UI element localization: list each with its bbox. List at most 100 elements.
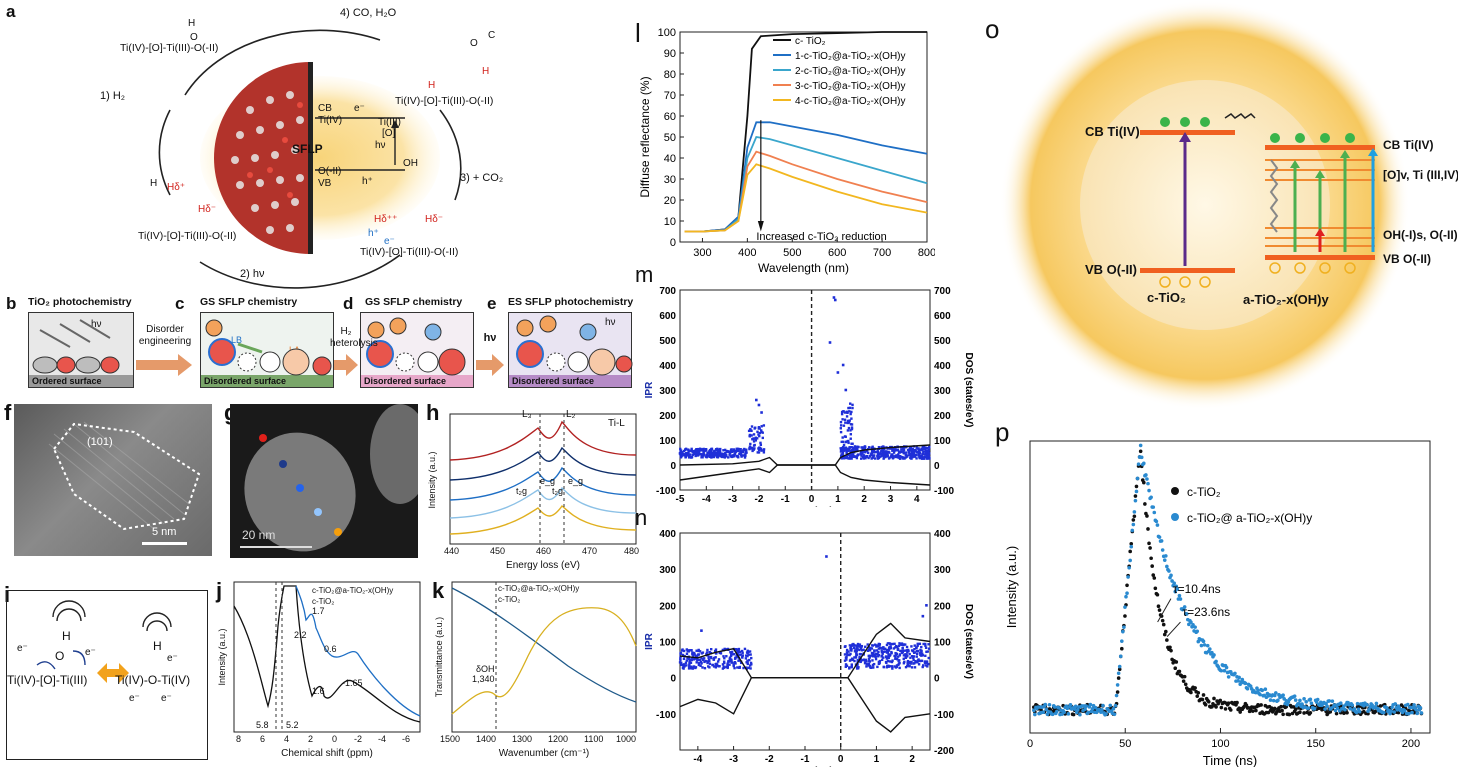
p-point-0 <box>1183 682 1188 687</box>
m-xtick-label-5: 0 <box>809 494 815 505</box>
bottom-species: Ti(IV)-[O]-Ti(III)-O(-II) <box>360 246 459 258</box>
n-ipr-point <box>889 646 893 650</box>
n-ipr-point <box>856 647 859 651</box>
p-point-1 <box>1041 710 1046 715</box>
m-ipr-point <box>917 454 920 457</box>
n-ipr-point <box>749 664 752 667</box>
band-diagram <box>1000 0 1410 410</box>
n-ytick-label-3: 200 <box>659 601 676 612</box>
n-ipr-point <box>691 651 694 654</box>
m-ipr-point <box>891 457 895 460</box>
m-ipr-point <box>844 455 847 458</box>
m-ipr-point <box>850 457 853 460</box>
m-ipr-point <box>739 450 742 453</box>
m-ipr-point <box>700 454 704 458</box>
m-ipr-point <box>853 445 857 448</box>
p-point-1 <box>1315 697 1320 702</box>
n-ipr-point <box>748 658 751 662</box>
p-point-1 <box>1174 584 1179 589</box>
m-ipr-point <box>898 456 902 459</box>
n-ipr-point <box>867 657 871 660</box>
n-ipr-point <box>897 659 900 662</box>
cb-label: CB <box>318 103 332 114</box>
n-ipr-point <box>685 664 688 667</box>
m-y2tick-label-8: 700 <box>934 286 951 297</box>
m-ipr-point <box>850 426 854 429</box>
p-point-1 <box>1392 710 1396 714</box>
n-ipr-point <box>704 659 707 663</box>
h-title: Ti-L <box>608 418 625 429</box>
p-point-1 <box>1169 573 1173 578</box>
m-ipr-point <box>873 450 876 454</box>
m-ipr-point <box>870 452 873 456</box>
n-ipr-point <box>922 642 925 646</box>
m-ipr-point <box>695 454 699 457</box>
p-point-0 <box>1174 660 1179 664</box>
n-ipr-point <box>909 656 912 659</box>
i-right: Ti(IV)-O-Ti(IV) <box>115 673 191 687</box>
left-Hd-plus: Hδ⁺ <box>167 182 186 193</box>
p-point-0 <box>1153 586 1158 591</box>
n-ipr-point <box>680 649 684 652</box>
m-ipr-point <box>908 447 911 451</box>
n-ipr-point <box>901 646 904 650</box>
c-atoms <box>205 319 332 376</box>
n-ipr-point <box>896 645 899 649</box>
m-ipr-point <box>848 402 852 405</box>
p-point-1 <box>1212 653 1216 657</box>
p-plot-frame <box>1029 440 1431 734</box>
m-ipr-point <box>695 447 698 451</box>
m-ipr-point <box>922 452 925 456</box>
m-ipr-point <box>754 436 758 439</box>
n-ipr-point <box>712 658 715 661</box>
p-point-1 <box>1132 510 1137 514</box>
p-point-1 <box>1414 708 1418 712</box>
n-ipr-point <box>871 659 874 662</box>
cycle-arrow-top <box>184 29 381 96</box>
n-ipr-point <box>689 649 692 652</box>
n-ipr-point <box>916 644 919 648</box>
m-ipr-point <box>921 445 925 448</box>
p-point-0 <box>1210 705 1214 709</box>
p-point-1 <box>1052 705 1057 709</box>
p-point-1 <box>1121 629 1125 634</box>
n-ipr-point <box>877 650 880 654</box>
m-ipr-point <box>841 418 844 421</box>
n-ipr-point <box>721 663 725 666</box>
p-legend-swatch-1 <box>1171 513 1179 521</box>
m-ipr-point <box>856 445 859 449</box>
m-ipr-point <box>757 447 760 450</box>
n-ipr-point <box>876 665 879 669</box>
p-point-0 <box>1200 697 1205 702</box>
n-ipr-point <box>904 665 908 669</box>
p-point-0 <box>1181 679 1186 683</box>
p-point-0 <box>1281 712 1285 717</box>
m-ipr-point <box>843 435 847 438</box>
n-ipr-point <box>715 662 718 666</box>
n-y2tick-label-4: 200 <box>934 601 951 612</box>
m-ipr-point <box>861 448 864 451</box>
m-ipr-point <box>870 457 873 460</box>
p-point-1 <box>1173 589 1178 594</box>
n-ipr-point <box>903 660 906 664</box>
p-point-1 <box>1164 554 1168 558</box>
n-ipr-point <box>843 659 847 662</box>
m-ipr-point <box>851 452 854 456</box>
panel-m: m -5 -4 -3 -2 -1 0 1 2 3 4 -100 0 100 200 300 400 500 600… <box>635 262 975 517</box>
n-ipr-point <box>894 646 897 649</box>
p-point-1 <box>1327 699 1332 703</box>
p-point-0 <box>1147 541 1151 546</box>
n-ipr-point <box>871 653 874 656</box>
panel-be-graphics <box>32 315 633 376</box>
p-point-1 <box>1410 710 1414 715</box>
p-point-1 <box>1297 702 1301 706</box>
n-xtick-label-3: -1 <box>801 754 810 765</box>
panel-a-scheme <box>158 29 462 289</box>
n-xtick-label-4: 0 <box>838 754 844 765</box>
n-ipr-point <box>706 660 710 663</box>
m-ipr-point <box>844 446 847 449</box>
n-ipr-point <box>722 666 726 669</box>
l-series-line-2 <box>684 136 928 233</box>
p-point-1 <box>1162 558 1167 562</box>
m-ipr-point <box>901 457 905 460</box>
